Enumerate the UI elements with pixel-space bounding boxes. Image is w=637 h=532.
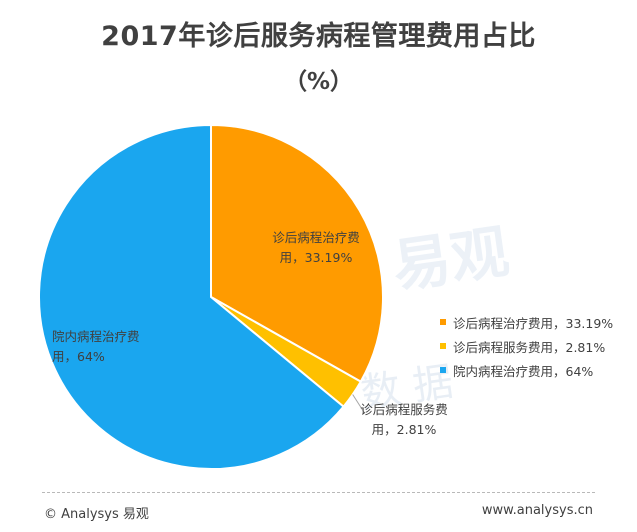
footer-website: www.analysys.cn: [481, 503, 593, 518]
footer-divider: [42, 492, 595, 493]
slice-label-3-line2: 用，64%: [52, 349, 105, 364]
slice-label-2-line1: 诊后病程服务费: [360, 402, 448, 417]
slice-label-1-line1: 诊后病程治疗费: [272, 230, 360, 245]
slice-label-2-line2: 用，2.81%: [372, 422, 437, 437]
legend-item-3: 院内病程治疗费用，64%: [440, 358, 613, 382]
slice-label-1: 诊后病程治疗费用，33.19%: [272, 230, 360, 265]
legend-swatch-2: [440, 343, 446, 349]
slice-label-3-line1: 院内病程治疗费: [52, 329, 140, 344]
slice-label-3: 院内病程治疗费用，64%: [52, 329, 140, 364]
legend-item-2: 诊后病程服务费用，2.81%: [440, 334, 613, 358]
chart-legend: 诊后病程治疗费用，33.19% 诊后病程服务费用，2.81% 院内病程治疗费用，…: [440, 310, 613, 382]
chart-subtitle: （%）: [283, 69, 354, 95]
slice-label-leader-line: [352, 394, 365, 413]
footer-copyright: © Analysys 易观: [44, 507, 149, 522]
legend-label-1: 诊后病程治疗费用，33.19%: [453, 315, 614, 331]
legend-label-3: 院内病程治疗费用，64%: [453, 363, 594, 379]
slice-label-2: 诊后病程服务费用，2.81%: [360, 402, 448, 437]
legend-label-2: 诊后病程服务费用，2.81%: [453, 339, 606, 355]
pie-slice-1: [210, 123, 384, 384]
legend-swatch-1: [440, 319, 446, 325]
chart-title: 2017年诊后服务病程管理费用占比: [101, 21, 536, 52]
legend-item-1: 诊后病程治疗费用，33.19%: [440, 310, 613, 334]
pie-slice-3: [38, 123, 345, 470]
slice-label-1-line2: 用，33.19%: [280, 250, 353, 265]
legend-swatch-3: [440, 367, 446, 373]
